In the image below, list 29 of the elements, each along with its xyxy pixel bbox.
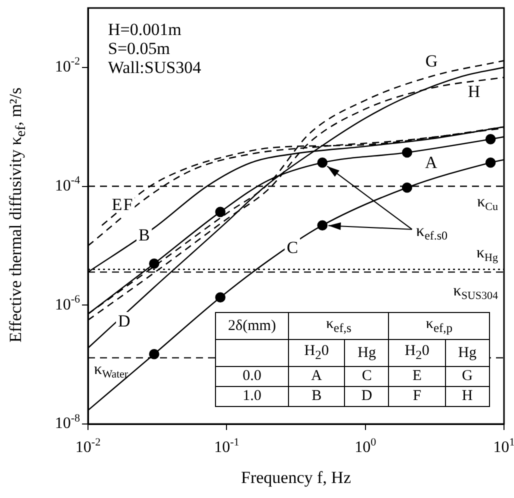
annotation: H bbox=[445, 386, 490, 406]
annotation: 1.0 bbox=[216, 386, 288, 406]
annotation: κ$_{ef,p}$ bbox=[388, 312, 490, 340]
annotation: H$_{2}$0 bbox=[388, 340, 446, 366]
annotation: C bbox=[344, 366, 389, 386]
annotation: E bbox=[388, 366, 446, 386]
series-label: G bbox=[425, 52, 438, 71]
annotation: B bbox=[288, 386, 345, 406]
series-label: H bbox=[468, 82, 480, 101]
annotation: F bbox=[388, 386, 446, 406]
annotation: 0.0 bbox=[216, 366, 288, 386]
annotation: Wall:SUS304 bbox=[108, 58, 202, 77]
annotation: Hg bbox=[344, 340, 389, 366]
x-axis-title: Frequency f, Hz bbox=[241, 468, 351, 488]
annotation: A bbox=[288, 366, 345, 386]
series-label: D bbox=[118, 312, 130, 331]
annotation: H=0.001m bbox=[108, 20, 182, 39]
annotation: Hg bbox=[445, 340, 490, 366]
series-label: B bbox=[138, 225, 150, 244]
annotation: S=0.05m bbox=[108, 39, 172, 58]
annotation: 2δ(mm) bbox=[216, 312, 288, 340]
series-label: A bbox=[424, 152, 438, 172]
annotation: H$_{2}$0 bbox=[288, 340, 345, 366]
series-label: E bbox=[112, 194, 122, 214]
series-label: F bbox=[123, 195, 133, 214]
annotation: κ$_{ef,s}$ bbox=[288, 312, 389, 340]
annotation: G bbox=[445, 366, 490, 386]
series-label: C bbox=[286, 238, 298, 257]
annotation: D bbox=[344, 386, 389, 406]
